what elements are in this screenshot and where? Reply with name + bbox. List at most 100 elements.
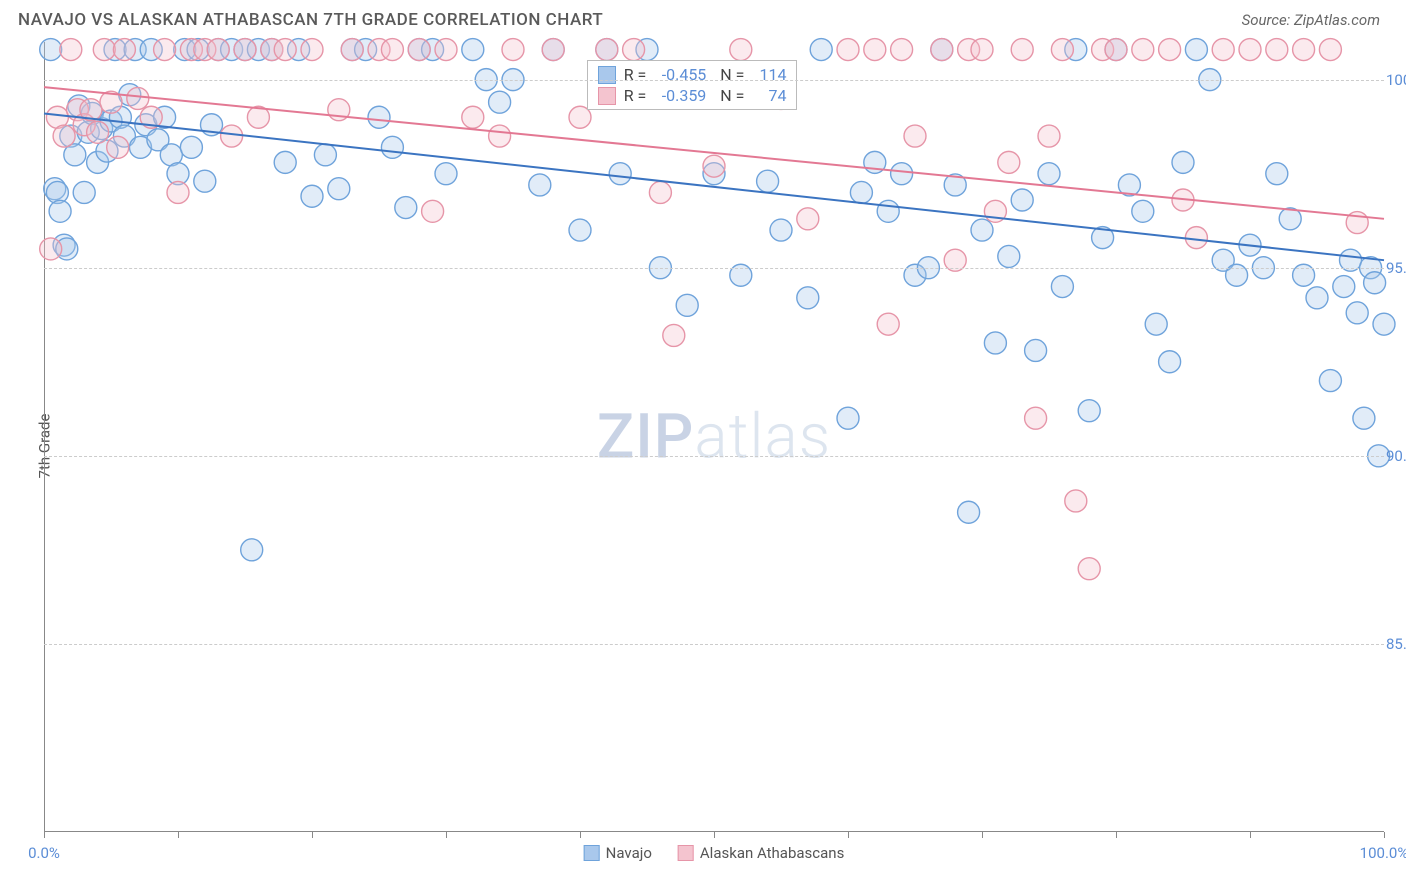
point-navajo xyxy=(971,219,993,241)
point-navajo xyxy=(757,170,779,192)
point-navajo xyxy=(810,39,832,61)
point-navajo xyxy=(1051,276,1073,298)
point-athabascan xyxy=(167,181,189,203)
point-navajo xyxy=(40,39,62,61)
point-navajo xyxy=(998,245,1020,267)
point-navajo xyxy=(1025,339,1047,361)
point-athabascan xyxy=(877,313,899,335)
y-tick-label: 85.0% xyxy=(1378,635,1406,653)
point-navajo xyxy=(891,163,913,185)
point-athabascan xyxy=(1266,39,1288,61)
point-navajo xyxy=(381,136,403,158)
point-athabascan xyxy=(904,125,926,147)
stats-r-label: R = xyxy=(624,86,647,105)
point-athabascan xyxy=(301,39,323,61)
point-athabascan xyxy=(154,39,176,61)
stats-n-label: N = xyxy=(720,86,744,105)
x-tick xyxy=(1384,832,1385,838)
gridline-h xyxy=(44,644,1384,645)
gridline-h xyxy=(44,268,1384,269)
point-athabascan xyxy=(502,39,524,61)
point-athabascan xyxy=(40,238,62,260)
point-athabascan xyxy=(1011,39,1033,61)
point-navajo xyxy=(1145,313,1167,335)
x-tick xyxy=(446,832,447,838)
point-navajo xyxy=(877,200,899,222)
x-tick-label: 100.0% xyxy=(1360,844,1406,862)
point-navajo xyxy=(1159,351,1181,373)
point-navajo xyxy=(274,151,296,173)
point-athabascan xyxy=(596,39,618,61)
point-athabascan xyxy=(663,324,685,346)
point-athabascan xyxy=(274,39,296,61)
correlation-stats-box: R =-0.455N =114R =-0.359N =74 xyxy=(587,60,798,110)
point-athabascan xyxy=(542,39,564,61)
point-navajo xyxy=(1346,302,1368,324)
point-navajo xyxy=(1172,151,1194,173)
legend-item-athabascan: Alaskan Athabascans xyxy=(678,844,844,862)
point-athabascan xyxy=(1293,39,1315,61)
point-athabascan xyxy=(381,39,403,61)
y-tick-label: 100.0% xyxy=(1378,71,1406,89)
point-navajo xyxy=(194,170,216,192)
point-athabascan xyxy=(60,39,82,61)
point-athabascan xyxy=(891,39,913,61)
x-tick xyxy=(1116,832,1117,838)
point-navajo xyxy=(462,39,484,61)
point-navajo xyxy=(73,181,95,203)
point-athabascan xyxy=(1212,39,1234,61)
point-athabascan xyxy=(1065,490,1087,512)
gridline-h xyxy=(44,456,1384,457)
stats-r-value: -0.455 xyxy=(654,65,706,84)
legend-swatch-icon xyxy=(584,845,600,861)
point-athabascan xyxy=(462,106,484,128)
point-navajo xyxy=(1306,287,1328,309)
point-navajo xyxy=(609,163,631,185)
point-athabascan xyxy=(649,181,671,203)
x-tick xyxy=(982,832,983,838)
x-tick xyxy=(580,832,581,838)
chart-title: NAVAJO VS ALASKAN ATHABASCAN 7TH GRADE C… xyxy=(18,10,603,30)
point-athabascan xyxy=(1038,125,1060,147)
point-athabascan xyxy=(1105,39,1127,61)
point-navajo xyxy=(395,197,417,219)
point-athabascan xyxy=(87,121,109,143)
legend-item-navajo: Navajo xyxy=(584,844,652,862)
trendline-navajo xyxy=(44,113,1384,260)
point-athabascan xyxy=(1025,407,1047,429)
point-athabascan xyxy=(1159,39,1181,61)
point-athabascan xyxy=(234,39,256,61)
stats-n-value: 114 xyxy=(752,65,786,84)
x-tick xyxy=(44,832,45,838)
point-navajo xyxy=(180,136,202,158)
source-attribution: Source: ZipAtlas.com xyxy=(1242,11,1380,29)
point-navajo xyxy=(984,332,1006,354)
plot-svg xyxy=(44,42,1384,832)
point-navajo xyxy=(1333,276,1355,298)
point-navajo xyxy=(529,174,551,196)
point-navajo xyxy=(314,144,336,166)
x-tick xyxy=(714,832,715,838)
point-navajo xyxy=(1011,189,1033,211)
point-navajo xyxy=(1038,163,1060,185)
point-navajo xyxy=(435,163,457,185)
point-navajo xyxy=(770,219,792,241)
x-tick xyxy=(178,832,179,838)
point-navajo xyxy=(797,287,819,309)
point-navajo xyxy=(1132,200,1154,222)
point-navajo xyxy=(241,539,263,561)
point-athabascan xyxy=(1185,227,1207,249)
bottom-legend: Navajo Alaskan Athabascans xyxy=(584,844,845,862)
stats-swatch-icon xyxy=(598,66,616,84)
point-athabascan xyxy=(93,39,115,61)
point-athabascan xyxy=(931,39,953,61)
point-athabascan xyxy=(998,151,1020,173)
point-navajo xyxy=(850,181,872,203)
point-navajo xyxy=(1185,39,1207,61)
legend-swatch-icon xyxy=(678,845,694,861)
stats-r-value: -0.359 xyxy=(654,86,706,105)
point-athabascan xyxy=(971,39,993,61)
point-athabascan xyxy=(341,39,363,61)
point-athabascan xyxy=(797,208,819,230)
y-tick-label: 95.0% xyxy=(1378,259,1406,277)
